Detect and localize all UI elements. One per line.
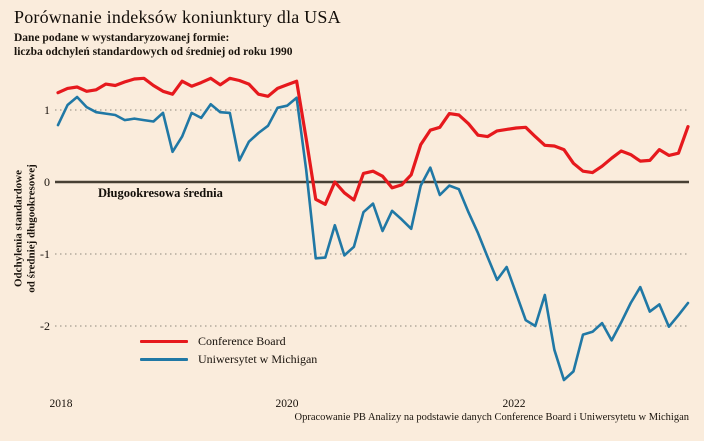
y-axis-title-line-1: Odchylenia standardowe [12,169,25,288]
legend-item-michigan: Uniwersytet w Michigan [140,350,317,368]
page-title: Porównanie indeksów koniunktury dla USA [14,7,341,27]
subtitle-line-1: Dane podane w wystandaryzowanej formie: [14,32,230,44]
chart-subtitle: Dane podane w wystandaryzowanej formie: … [14,31,293,59]
x-tick-2020: 2020 [275,398,299,410]
y-axis-title-line-2: od średniej długookresowej [25,164,37,293]
y-tick-1: 1 [44,103,50,117]
legend-item-conference-board: Conference Board [140,332,317,350]
x-tick-2018: 2018 [49,398,73,410]
y-tick-minus2: -2 [40,319,50,333]
source-attribution: Opracowanie PB Analizy na podstawie dany… [294,412,689,423]
legend-label: Conference Board [198,333,286,348]
legend-swatch-red-line [140,339,188,343]
subtitle-line-2: liczba odchyleń standardowych od średnie… [14,46,293,58]
legend-swatch-blue-line [140,357,188,361]
legend-label: Uniwersytet w Michigan [198,351,318,366]
x-tick-2022: 2022 [502,398,526,410]
y-tick-0: 0 [44,175,50,189]
y-tick-minus1: -1 [40,247,50,261]
zero-line-annotation: Długookresowa średnia [98,186,223,200]
y-axis-title: Odchylenia standardowe od średniej długo… [13,144,38,314]
chart-legend: Conference Board Uniwersytet w Michigan [140,332,317,368]
